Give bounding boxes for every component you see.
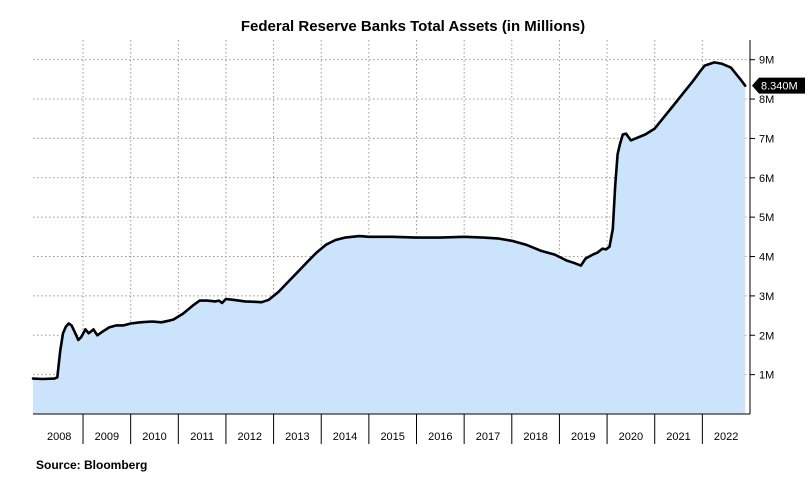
y-tick-label: 5M	[759, 212, 774, 224]
y-tick-label: 7M	[759, 133, 774, 145]
axis-layer	[33, 40, 755, 444]
x-tick-label: 2009	[95, 431, 119, 443]
x-tick-label: 2017	[476, 431, 500, 443]
x-tick-label: 2021	[666, 431, 690, 443]
x-tick-label: 2015	[380, 431, 404, 443]
chart-source: Source: Bloomberg	[36, 458, 148, 472]
y-tick-label: 6M	[759, 173, 774, 185]
series-line	[31, 61, 747, 381]
x-tick-label: 2016	[428, 431, 452, 443]
y-tick-label: 4M	[759, 252, 774, 264]
x-tick-label: 2014	[333, 431, 357, 443]
x-tick-label: 2019	[571, 431, 595, 443]
y-tick-label: 9M	[759, 55, 774, 67]
y-tick-label: 3M	[759, 291, 774, 303]
y-tick-label: 1M	[759, 370, 774, 382]
last-value-tag: 8.340M	[752, 77, 805, 94]
x-tick-label: 2018	[523, 431, 547, 443]
x-tick-labels: 2008 2009 2010 2011 2012 2013 2014 2015 2016 2017…	[47, 431, 738, 443]
x-tick-label: 2012	[238, 431, 262, 443]
x-tick-label: 2011	[190, 431, 214, 443]
x-tick-label: 2020	[619, 431, 643, 443]
chart-title: Federal Reserve Banks Total Assets (in M…	[240, 18, 586, 35]
y-tick-label: 2M	[759, 330, 774, 342]
area-fill	[33, 62, 746, 415]
last-value-tag-bg	[752, 77, 805, 94]
last-value-tag-text: 8.340M	[761, 81, 798, 93]
x-tick-label: 2022	[714, 431, 738, 443]
y-tick-label: 8M	[759, 94, 774, 106]
x-tick-label: 2013	[285, 431, 309, 443]
x-tick-label: 2010	[142, 431, 166, 443]
y-tick-labels: 1M 2M 3M 4M 5M 6M 7M 8M 9M	[759, 55, 774, 382]
x-tick-label: 2008	[47, 431, 71, 443]
